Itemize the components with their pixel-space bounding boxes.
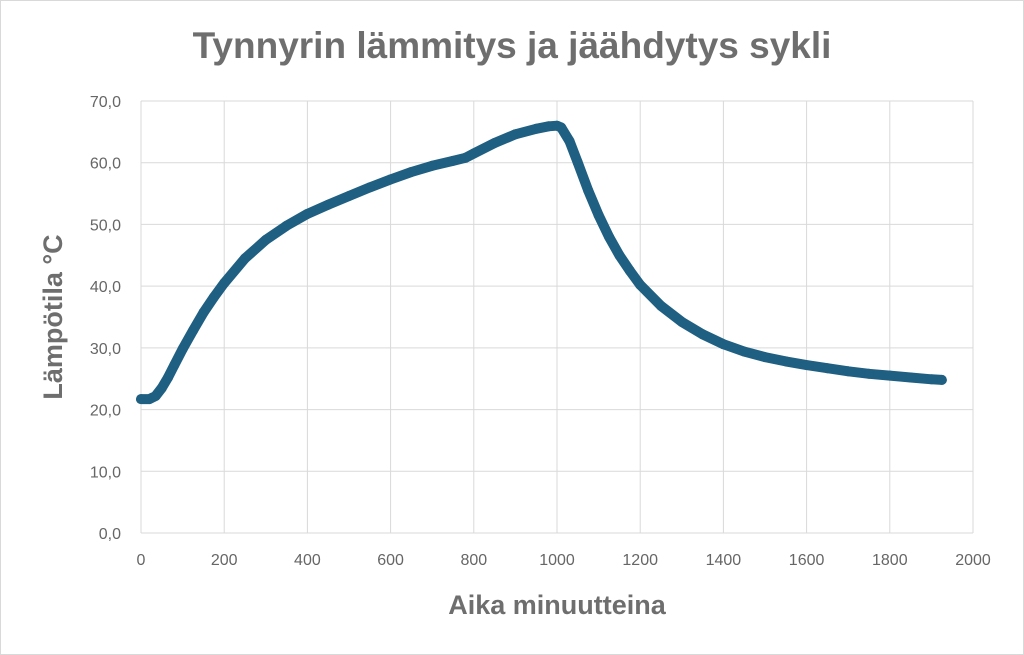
x-tick-label: 200: [211, 552, 238, 569]
y-tick-label: 10,0: [90, 464, 121, 481]
y-tick-label: 20,0: [90, 403, 121, 420]
data-point: [905, 372, 916, 383]
data-point: [385, 174, 396, 185]
data-point: [739, 346, 750, 357]
data-point: [169, 360, 180, 371]
data-point: [760, 352, 770, 363]
data-point: [926, 374, 937, 385]
x-tick-label: 2000: [955, 552, 991, 569]
data-point: [448, 155, 458, 166]
data-point: [489, 138, 500, 148]
data-point: [344, 191, 354, 201]
x-axis-tick-labels: 0 200 400 600 800 1000 1200 1400 1600 1800 2000: [137, 552, 991, 569]
data-point: [697, 329, 708, 340]
data-point: [156, 383, 167, 393]
x-tick-label: 1000: [539, 552, 575, 569]
data-point: [780, 356, 791, 367]
data-point: [208, 292, 219, 303]
x-tick-label: 600: [377, 552, 404, 569]
data-point: [136, 394, 146, 405]
data-point: [260, 234, 271, 245]
data-point: [177, 344, 188, 355]
x-tick-label: 1200: [622, 552, 658, 569]
x-tick-label: 1400: [706, 552, 742, 569]
data-point: [572, 157, 583, 168]
y-tick-label: 30,0: [90, 341, 121, 358]
data-point: [564, 136, 575, 147]
y-tick-label: 70,0: [90, 94, 121, 111]
y-tick-label: 50,0: [90, 217, 121, 234]
x-tick-label: 800: [460, 552, 487, 569]
y-tick-label: 40,0: [90, 279, 121, 296]
data-point: [718, 339, 729, 350]
temperature-data-points: [136, 120, 947, 405]
data-point: [843, 366, 854, 377]
data-point: [556, 122, 567, 133]
data-point: [884, 370, 895, 381]
y-axis-tick-labels: 0,0 10,0 20,0 30,0 40,0 50,0 60,0 70,0: [90, 94, 121, 543]
data-point: [583, 185, 594, 196]
data-point: [188, 325, 198, 336]
data-point: [198, 307, 209, 318]
data-point: [460, 152, 471, 163]
data-point: [676, 316, 687, 327]
vertical-gridlines: [140, 101, 974, 533]
data-point: [510, 129, 521, 140]
data-point: [864, 368, 874, 379]
data-point: [302, 208, 313, 219]
data-point: [801, 360, 812, 371]
y-tick-label: 0,0: [99, 526, 121, 543]
data-point: [323, 199, 334, 210]
data-point: [163, 372, 173, 383]
data-point: [822, 363, 833, 374]
data-point: [364, 182, 375, 193]
horizontal-gridlines: [141, 100, 973, 534]
data-point: [468, 148, 479, 159]
data-point: [543, 121, 554, 132]
data-point: [531, 123, 542, 134]
data-point: [281, 220, 292, 231]
data-point: [656, 300, 666, 311]
data-point: [604, 231, 614, 242]
data-point: [614, 250, 625, 261]
y-axis-title: Lämpötila °C: [38, 234, 68, 399]
chart-title: Tynnyrin lämmitys ja jäähdytys sykli: [193, 25, 832, 66]
x-axis-title: Aika minuutteina: [448, 590, 667, 620]
data-point: [219, 278, 230, 289]
data-point: [624, 265, 635, 276]
x-tick-label: 1600: [789, 552, 825, 569]
data-point: [240, 253, 250, 264]
data-point: [593, 210, 604, 221]
y-tick-label: 60,0: [90, 156, 121, 173]
temperature-series-line: [136, 120, 947, 405]
data-point: [150, 391, 161, 401]
data-point: [427, 160, 438, 171]
data-point: [635, 279, 646, 290]
x-tick-label: 0: [137, 552, 146, 569]
x-tick-label: 400: [294, 552, 321, 569]
x-tick-label: 1800: [872, 552, 908, 569]
data-point: [936, 374, 947, 385]
data-point: [406, 167, 417, 177]
